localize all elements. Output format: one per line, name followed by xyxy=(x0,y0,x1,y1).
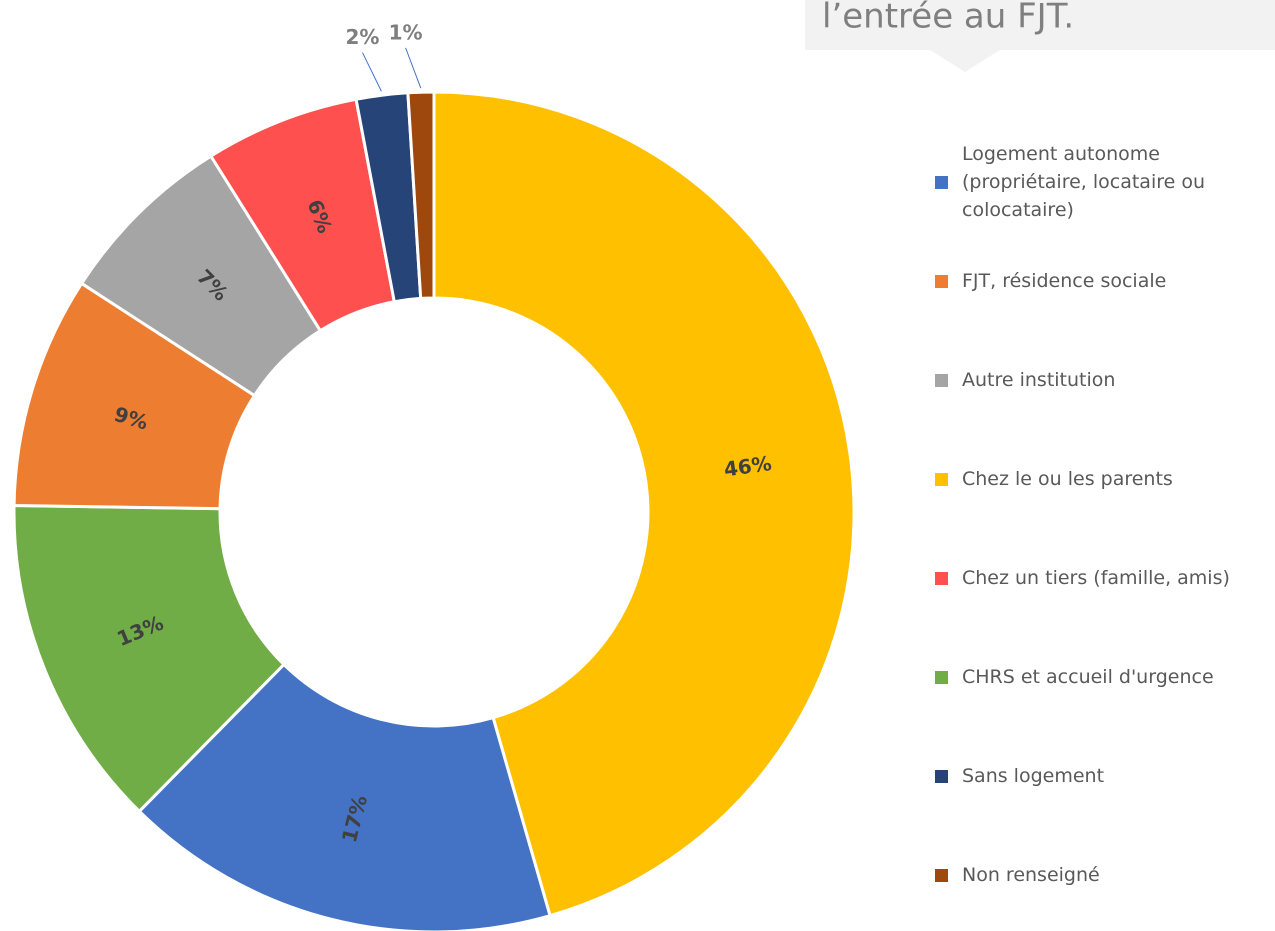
legend-item: Sans logement xyxy=(935,762,1270,790)
callout-box xyxy=(805,0,1275,50)
callout-text: l’entrée au FJT. xyxy=(822,0,1074,37)
legend-item: FJT, résidence sociale xyxy=(935,267,1270,295)
callout-pointer xyxy=(930,50,1000,72)
legend-label: Sans logement xyxy=(962,765,1105,787)
legend-swatch xyxy=(935,571,948,585)
legend-label: Chez un tiers (famille, amis) xyxy=(962,567,1230,589)
legend-label: Chez le ou les parents xyxy=(962,468,1173,490)
legend-swatch xyxy=(935,373,948,387)
legend-label: Non renseigné xyxy=(962,864,1100,886)
legend-label: Autre institution xyxy=(962,369,1116,391)
legend-item: Chez le ou les parents xyxy=(935,465,1270,493)
data-label: 2% xyxy=(345,25,379,49)
legend-swatch xyxy=(935,175,948,189)
legend-swatch xyxy=(935,670,948,684)
donut-segment xyxy=(406,90,436,301)
legend-swatch xyxy=(935,274,948,288)
legend-item: Autre institution xyxy=(935,366,1270,394)
legend-item: Logement autonome (propriétaire, locatai… xyxy=(935,140,1270,224)
leader-line xyxy=(405,47,422,89)
legend-label: FJT, résidence sociale xyxy=(962,270,1167,292)
legend-swatch xyxy=(935,769,948,783)
legend-item: Non renseigné xyxy=(935,861,1270,889)
legend-label: Logement autonome (propriétaire, locatai… xyxy=(962,143,1206,221)
legend-swatch xyxy=(935,868,948,882)
legend-item: CHRS et accueil d'urgence xyxy=(935,663,1270,691)
donut-segment xyxy=(137,662,552,931)
legend-label: CHRS et accueil d'urgence xyxy=(962,666,1214,688)
legend-item: Chez un tiers (famille, amis) xyxy=(935,564,1270,592)
legend-swatch xyxy=(935,472,948,486)
donut-segment xyxy=(12,503,286,814)
donut-segment xyxy=(432,90,856,918)
leader-line xyxy=(362,52,382,92)
data-label: 1% xyxy=(389,20,423,44)
